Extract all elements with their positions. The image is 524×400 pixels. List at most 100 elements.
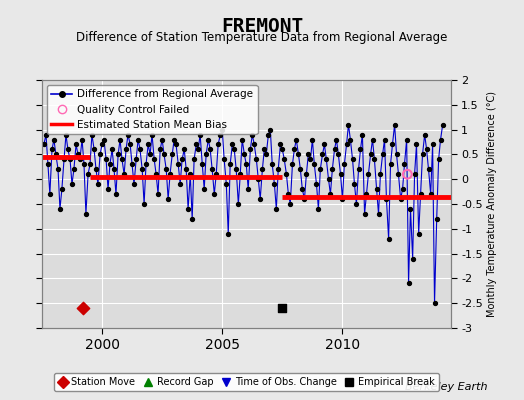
- Point: [332, 136, 341, 143]
- Point: [392, 151, 401, 158]
- Point: [54, 166, 62, 172]
- Point: [42, 131, 50, 138]
- Point: [296, 166, 304, 172]
- Point: [198, 161, 206, 168]
- Point: [434, 156, 443, 162]
- Point: [208, 166, 216, 172]
- Point: [96, 151, 104, 158]
- Text: Berkeley Earth: Berkeley Earth: [405, 382, 487, 392]
- Point: [354, 166, 363, 172]
- Point: [397, 196, 405, 202]
- Point: [412, 141, 421, 148]
- Point: [368, 136, 377, 143]
- Y-axis label: Monthly Temperature Anomaly Difference (°C): Monthly Temperature Anomaly Difference (…: [487, 91, 497, 317]
- Point: [220, 156, 228, 162]
- Point: [122, 146, 130, 153]
- Point: [104, 186, 112, 192]
- Point: [56, 206, 64, 212]
- Point: [344, 122, 353, 128]
- Point: [422, 146, 431, 153]
- Point: [420, 131, 429, 138]
- Point: [140, 201, 148, 207]
- Point: [376, 171, 385, 178]
- Point: [326, 191, 335, 197]
- Point: [402, 136, 411, 143]
- Point: [84, 171, 92, 178]
- Point: [188, 216, 196, 222]
- Point: [170, 136, 178, 143]
- Point: [430, 300, 439, 306]
- Point: [92, 166, 100, 172]
- Point: [82, 211, 90, 217]
- Point: [346, 136, 355, 143]
- Point: [242, 161, 250, 168]
- Point: [190, 156, 198, 162]
- Point: [406, 206, 414, 212]
- Point: [310, 161, 319, 168]
- Point: [166, 171, 174, 178]
- Point: [128, 161, 136, 168]
- Point: [294, 151, 303, 158]
- Point: [138, 166, 146, 172]
- Point: [427, 191, 435, 197]
- Legend: Difference from Regional Average, Quality Control Failed, Estimated Station Mean: Difference from Regional Average, Qualit…: [47, 85, 257, 134]
- Point: [256, 196, 265, 202]
- Point: [322, 156, 331, 162]
- Point: [268, 161, 277, 168]
- Point: [226, 161, 234, 168]
- Point: [254, 176, 263, 182]
- Point: [154, 191, 162, 197]
- Point: [350, 181, 358, 187]
- Point: [380, 136, 389, 143]
- Point: [266, 126, 275, 133]
- Point: [70, 166, 78, 172]
- Point: [152, 171, 160, 178]
- Point: [68, 181, 76, 187]
- Point: [244, 186, 253, 192]
- Point: [218, 126, 226, 133]
- Point: [429, 141, 437, 148]
- Point: [114, 151, 122, 158]
- Point: [278, 305, 287, 311]
- Point: [160, 151, 168, 158]
- Point: [90, 146, 99, 153]
- Point: [276, 141, 285, 148]
- Point: [210, 191, 219, 197]
- Point: [366, 151, 375, 158]
- Point: [316, 166, 324, 172]
- Point: [194, 146, 202, 153]
- Point: [148, 131, 156, 138]
- Point: [385, 236, 393, 242]
- Point: [126, 141, 134, 148]
- Point: [262, 151, 270, 158]
- Point: [112, 191, 120, 197]
- Point: [75, 156, 84, 162]
- Point: [206, 146, 214, 153]
- Point: [230, 146, 238, 153]
- Point: [436, 136, 445, 143]
- Point: [300, 196, 309, 202]
- Point: [330, 146, 339, 153]
- Point: [272, 206, 280, 212]
- Point: [284, 191, 292, 197]
- Point: [196, 131, 204, 138]
- Point: [64, 146, 72, 153]
- Point: [216, 131, 224, 138]
- Point: [186, 171, 194, 178]
- Point: [110, 166, 118, 172]
- Point: [172, 141, 180, 148]
- Point: [192, 141, 201, 148]
- Point: [362, 191, 370, 197]
- Point: [174, 161, 182, 168]
- Point: [298, 186, 307, 192]
- Point: [418, 151, 427, 158]
- Point: [204, 136, 213, 143]
- Point: [328, 166, 336, 172]
- Point: [200, 186, 209, 192]
- Point: [252, 156, 260, 162]
- Point: [98, 141, 106, 148]
- Point: [222, 181, 231, 187]
- Point: [240, 151, 248, 158]
- Point: [352, 201, 361, 207]
- Point: [43, 161, 52, 168]
